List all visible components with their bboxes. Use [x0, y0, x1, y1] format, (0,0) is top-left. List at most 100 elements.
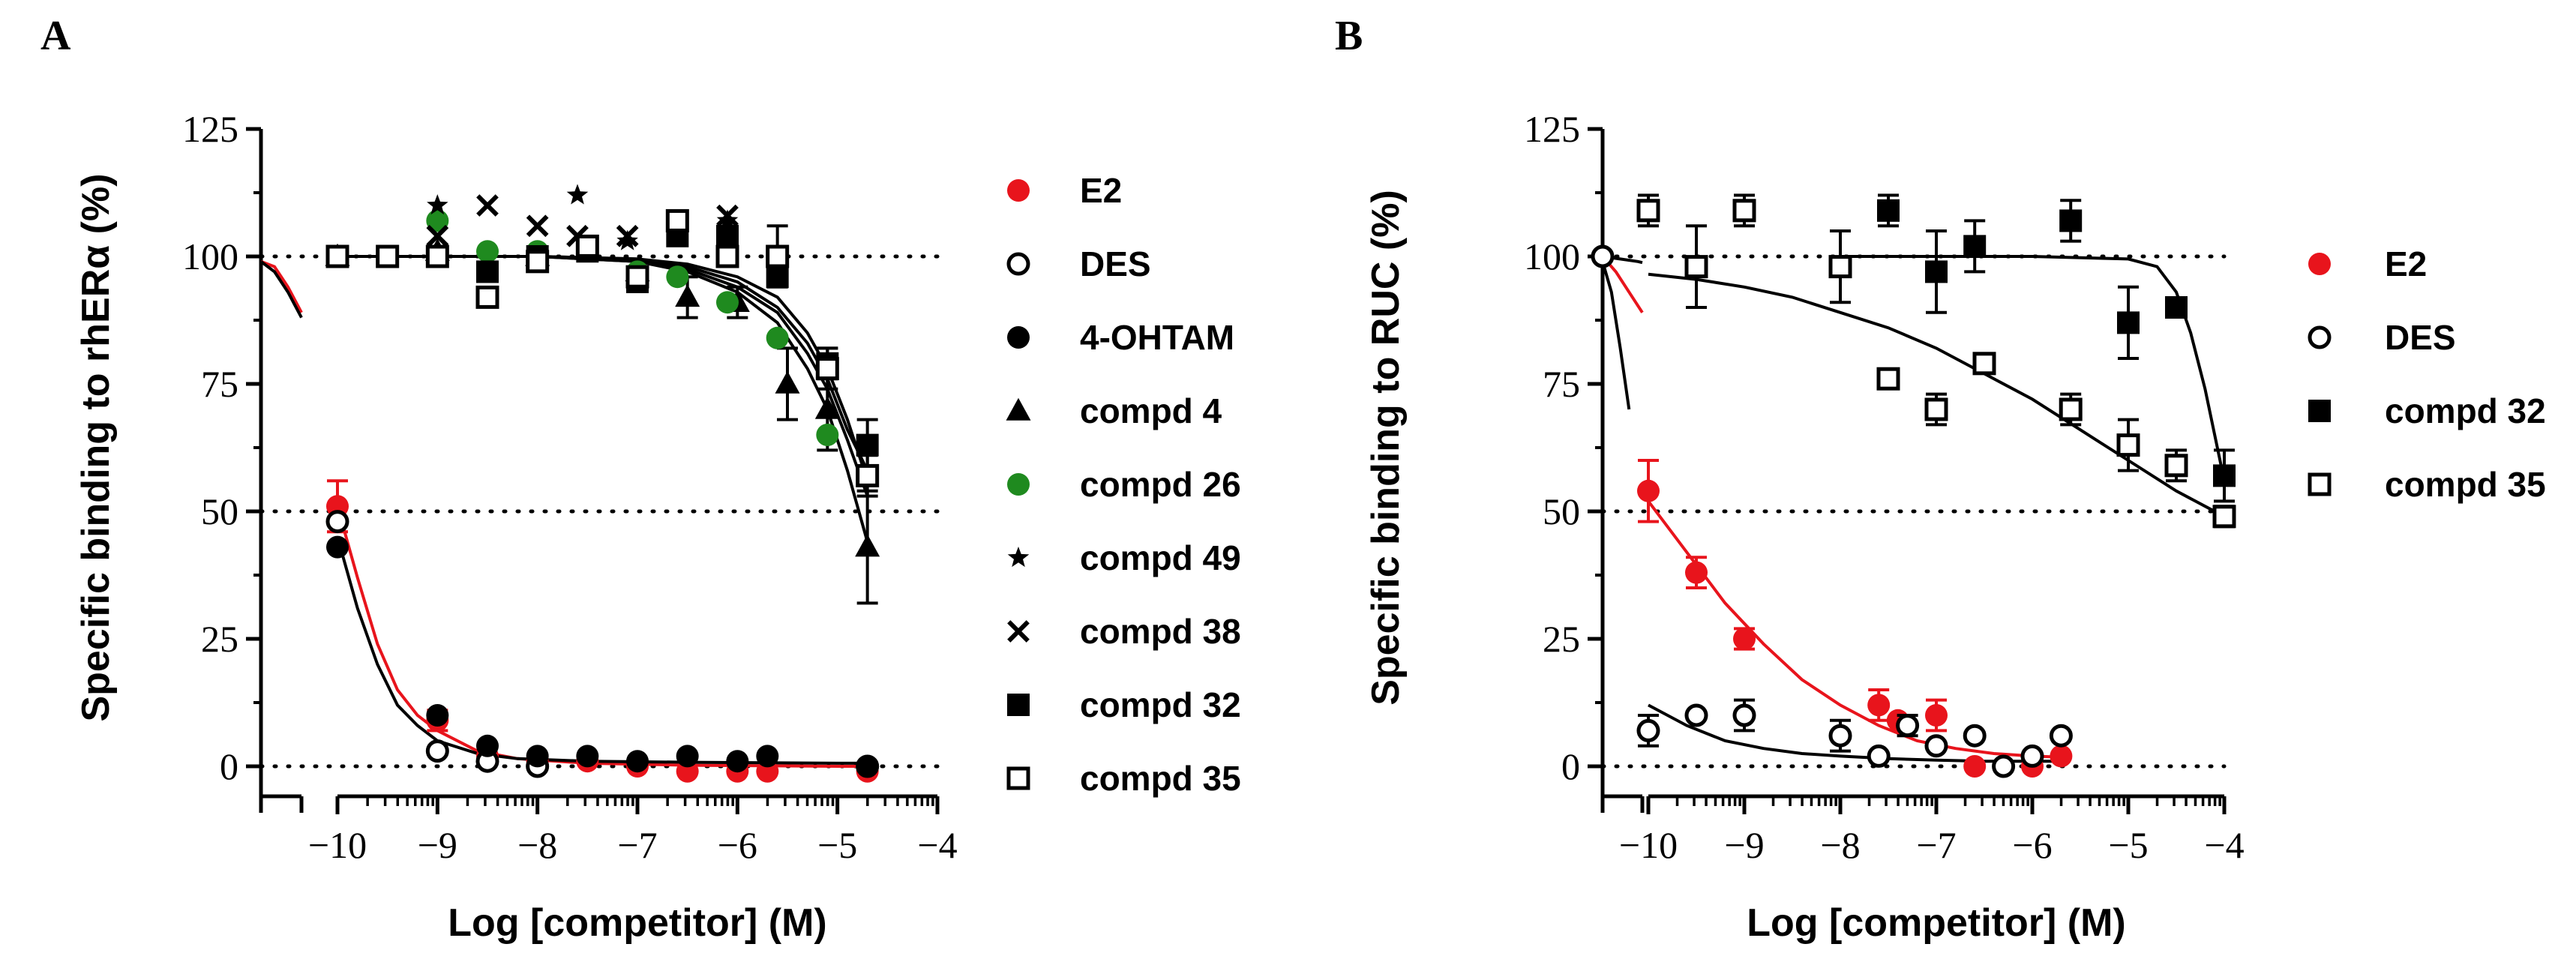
panel-a-legend-label-compd-32: compd 32: [1080, 685, 1241, 724]
panel-b-point-compd-35: [1684, 255, 1708, 279]
panel-a-y-tick-label-125: 125: [182, 108, 238, 150]
panel-a-x-tick-label--5: −5: [817, 824, 857, 866]
panel-a-point-compd-35: [766, 244, 790, 268]
panel-b-point-des: [1732, 703, 1756, 727]
panel-a-point-compd-38: [716, 204, 739, 227]
panel-b-legend-label-compd-35: compd 35: [2385, 465, 2546, 504]
panel-a-legend-label-compd-26: compd 26: [1080, 465, 1241, 504]
panel-b-legend-marker-compd-35: [2308, 472, 2332, 496]
panel-a-x-axis-title: Log [competitor] (M): [448, 901, 826, 945]
panel-b-legend-label-des: DES: [2385, 318, 2456, 357]
panel-a-legend-label-des: DES: [1080, 244, 1151, 283]
panel-a-point-4-ohtam: [326, 535, 349, 559]
panel-a-legend-marker-compd-4: [1006, 397, 1031, 421]
panel-a-point-compd-35: [575, 234, 599, 258]
panel-b-point-des: [1963, 724, 1987, 748]
panel-b-point-des: [1828, 724, 1852, 748]
panel-b-point-compd-32: [1877, 199, 1900, 222]
panel-b-point-e2: [1925, 704, 1948, 727]
panel-a-point-compd-35: [665, 208, 689, 232]
panel-a-point-4-ohtam: [576, 745, 599, 768]
panel-a-point-4-ohtam: [626, 750, 649, 773]
panel-b-fit-curve: [1840, 255, 2226, 481]
panel-b-legend-label-e2: E2: [2385, 244, 2427, 283]
panel-a-point-compd-35: [376, 244, 400, 268]
panel-b-y-tick-label-125: 125: [1524, 108, 1580, 150]
panel-b-point-compd-35: [1636, 199, 1660, 223]
panel-a-point-compd-49: [616, 229, 638, 250]
panel-b-x-tick-label--8: −8: [1820, 824, 1860, 866]
panel-a-point-compd-38: [476, 194, 499, 217]
panel-b-point-e2: [1637, 479, 1660, 502]
panel-a-point-compd-35: [715, 244, 739, 268]
panel-a-y-tick-label-75: 75: [201, 363, 238, 405]
panel-b-y-tick-label-25: 25: [1543, 618, 1580, 660]
panel-b-y-tick-label-100: 100: [1524, 235, 1580, 277]
panel-b-legend-label-compd-32: compd 32: [2385, 391, 2546, 430]
panel-a-legend-label-compd-49: compd 49: [1080, 538, 1241, 577]
panel-a-point-compd-26: [476, 240, 499, 263]
panel-b-legend-marker-des: [2308, 325, 2332, 349]
panel-a-point-4-ohtam: [856, 755, 879, 778]
panel-b-x-tick-label--7: −7: [1916, 824, 1956, 866]
panel-a-point-compd-32: [476, 260, 499, 283]
panel-a-legend-marker-e2: [1007, 179, 1030, 202]
panel-b-y-tick-label-0: 0: [1561, 745, 1580, 787]
panel-a-point-4-ohtam: [426, 704, 449, 727]
panel-a-point-compd-26: [816, 424, 839, 446]
panel-a-point-4-ohtam: [476, 734, 499, 757]
panel-a-point-compd-4: [855, 534, 880, 557]
panel-a-break-curve: [260, 259, 303, 313]
panel-a-fit-curve-e2: [336, 505, 868, 768]
panel-b-x-tick-label--5: −5: [2108, 824, 2148, 866]
panel-b-fit-curve: [1647, 500, 2062, 759]
panel-b-point-compd-32: [1963, 235, 1987, 258]
panel-b-y-axis-title: Specific binding to RUC (%): [1364, 190, 1408, 706]
panel-b-point-des: [1896, 714, 1920, 738]
panel-b-point-des: [1867, 744, 1891, 768]
panel-b-point-des: [1924, 734, 1948, 758]
panel-b-point-compd-32: [1925, 260, 1948, 283]
panel-b-point-compd-35: [2212, 505, 2236, 529]
panel-b-point-compd-35: [1924, 397, 1948, 421]
chart-panel-a: 0 25 50 75 100 125 −10 −9 −8 −7 −6 −5 −4 Specific bin…: [74, 108, 1241, 945]
panel-a-point-compd-38: [616, 224, 639, 247]
panel-a-point-des: [425, 739, 449, 763]
panel-a-point-compd-35: [815, 357, 839, 381]
panel-a-point-compd-32: [716, 224, 739, 247]
panel-a-legend-label-compd-4: compd 4: [1080, 391, 1222, 430]
panel-b-point-e2: [1733, 628, 1756, 650]
panel-a-legend-label-compd-35: compd 35: [1080, 759, 1241, 798]
panel-a-point-compd-35: [325, 244, 349, 268]
panel-a-point-compd-4: [675, 284, 700, 307]
panel-a-point-4-ohtam: [526, 745, 549, 768]
panel-a-point-compd-4: [775, 370, 800, 394]
panel-a-point-des: [325, 510, 349, 534]
panel-a-y-axis-title: Specific binding to rhERα (%): [74, 173, 118, 721]
panel-b-point-e2: [1963, 755, 1987, 778]
panel-a-legend-marker-4-ohtam: [1007, 326, 1030, 349]
panel-b-point-compd-35: [1972, 352, 1996, 376]
panel-b-point-compd-35: [2059, 397, 2083, 421]
panel-a-point-compd-4: [814, 396, 840, 419]
panel-b-point-compd-32: [2165, 296, 2188, 319]
panel-a-point-4-ohtam: [676, 745, 699, 768]
panel-b-point-e2: [1685, 561, 1708, 584]
panel-a-x-tick-label--6: −6: [718, 824, 757, 866]
panel-a-legend-marker-compd-49: [1007, 547, 1030, 568]
panel-a-legend-label-4-ohtam: 4-OHTAM: [1080, 318, 1234, 357]
panel-b-point-des: [2020, 744, 2044, 768]
panel-b-point-des: [2049, 724, 2073, 748]
panel-b-y-tick-label-50: 50: [1543, 490, 1580, 532]
panel-b-point-des: [1684, 703, 1708, 727]
panel-a-legend-label-e2: E2: [1080, 171, 1122, 210]
panel-b-x-tick-label--10: −10: [1619, 824, 1678, 866]
panel-a-point-compd-38: [426, 224, 449, 247]
panel-b-legend-marker-e2: [2308, 253, 2331, 275]
panel-a-point-compd-35: [475, 285, 499, 309]
panel-b-point-e2: [1867, 694, 1891, 717]
chart-panel-b: 0 25 50 75 100 125 −10 −9 −8 −7 −6 −5 −4 Specific bin…: [1364, 108, 2546, 945]
panel-b-point-compd-35: [2116, 433, 2140, 457]
panel-b-point-des: [1636, 718, 1660, 742]
panel-b-point-compd-35: [1876, 367, 1900, 391]
